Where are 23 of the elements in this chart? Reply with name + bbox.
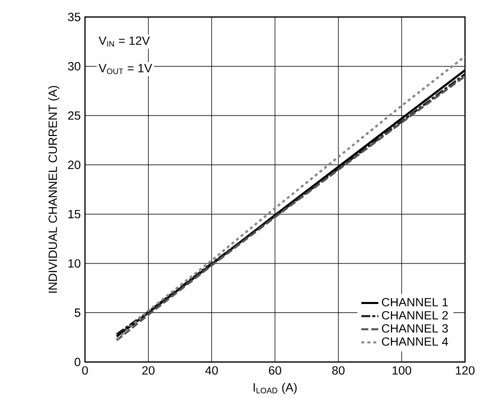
legend-label: CHANNEL 3	[382, 324, 448, 333]
annotation: V$_{IN}$ = 12V	[98, 36, 150, 47]
y-tick-label: 20	[68, 160, 80, 170]
y-tick-label: 0	[74, 358, 80, 366]
y-tick-label: 10	[68, 259, 80, 268]
y-tick-label: 25	[68, 111, 80, 120]
annotation: V$_{OUT}$ = 1V	[98, 64, 152, 74]
legend-label: CHANNEL 2	[382, 311, 448, 320]
x-tick-label: 120	[456, 366, 475, 375]
y-tick-label: 35	[68, 12, 80, 22]
y-tick-label: 5	[74, 308, 80, 317]
x-tick-label: 80	[332, 366, 345, 375]
x-tick-label: 100	[392, 366, 412, 375]
x-tick-label: 60	[268, 366, 282, 375]
x-tick-label: 40	[205, 366, 218, 375]
x-tick-label: 0	[82, 366, 88, 375]
y-tick-label: 15	[68, 210, 80, 218]
legend-label: CHANNEL 4	[382, 337, 448, 346]
y-axis-title: INDIVIDUAL CHANNEL CURRENT (A)	[48, 86, 60, 293]
y-tick-label: 30	[68, 62, 80, 71]
x-axis-title: I$_{LOAD}$ (A)	[254, 382, 297, 394]
legend-label: CHANNEL 1	[382, 298, 448, 306]
x-tick-label: 20	[142, 366, 155, 375]
